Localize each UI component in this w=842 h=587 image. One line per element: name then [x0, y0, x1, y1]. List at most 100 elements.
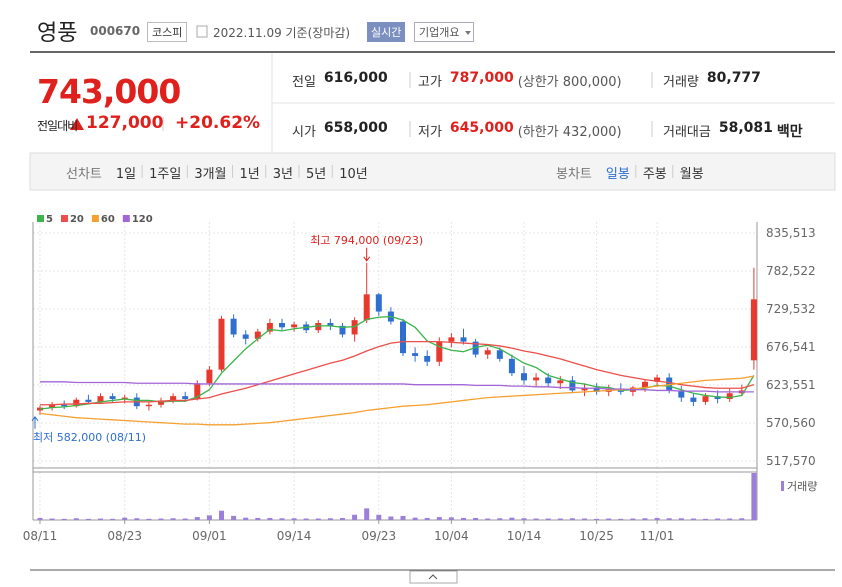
toolbar	[29, 152, 836, 191]
volume-bar	[291, 518, 297, 520]
candle-body	[557, 380, 564, 384]
candle-body	[145, 404, 152, 407]
volume-bar	[606, 518, 612, 520]
volume-bar	[352, 514, 358, 520]
candle-body	[170, 396, 177, 401]
quote-label: 전일	[292, 75, 316, 90]
y-tick-label: 676,541	[766, 340, 816, 354]
x-tick-label: 10/04	[434, 529, 469, 543]
volume-bar	[436, 517, 442, 520]
price: 743,000	[37, 72, 181, 111]
moving-average-line	[40, 341, 755, 406]
legend-swatch	[122, 215, 130, 222]
volume-bar	[279, 518, 285, 520]
candle-body	[472, 341, 479, 355]
volume-bar	[85, 518, 91, 520]
y-tick-label: 835,513	[766, 226, 816, 240]
collapse-button[interactable]	[409, 570, 458, 584]
realtime-button[interactable]: 실시간	[367, 22, 406, 42]
volume-bar	[642, 518, 648, 520]
stock-code: 000670	[90, 24, 141, 38]
candle-period-button[interactable]: 월봉	[679, 167, 704, 182]
candle-body	[581, 387, 588, 391]
candle-body	[266, 323, 273, 332]
candle-period-button[interactable]: 주봉	[642, 167, 667, 182]
candle-body	[49, 404, 56, 408]
quote-value: 787,000	[449, 70, 514, 86]
candle-period-button[interactable]: 일봉	[605, 167, 630, 182]
volume-bar	[267, 517, 273, 520]
volume-bar	[703, 518, 708, 520]
volume-bar	[509, 517, 515, 520]
x-tick-label: 11/01	[640, 529, 675, 543]
volume-bar	[158, 518, 164, 520]
volume-bar	[727, 518, 733, 520]
volume-bar	[569, 518, 575, 520]
quote-value: 645,000	[449, 120, 514, 136]
volume-bar	[448, 517, 454, 520]
volume-bar	[315, 518, 321, 520]
volume-bar	[545, 518, 551, 520]
volume-bar	[533, 518, 539, 520]
volume-bar	[364, 508, 370, 520]
change: 127,000	[86, 113, 164, 133]
candle-body	[593, 387, 600, 392]
period-button[interactable]: 1주일	[149, 167, 182, 182]
volume-bar	[485, 518, 491, 520]
company-info-button[interactable]: 기업개요	[414, 22, 475, 42]
toolbar-label: 선차트	[66, 167, 102, 182]
candle-body	[363, 294, 370, 321]
stock-name: 영풍	[37, 21, 78, 46]
quote-value: 58,081	[718, 120, 773, 136]
period-button[interactable]: 3년	[272, 167, 293, 182]
y-tick-label: 517,570	[766, 454, 816, 468]
legend-swatch	[781, 481, 784, 491]
period-button[interactable]: 1일	[115, 167, 137, 182]
volume-bar	[49, 518, 55, 520]
legend-swatch	[60, 215, 68, 222]
volume-bar	[219, 510, 224, 520]
candle-body	[97, 396, 104, 402]
quote-label: 시가	[292, 125, 316, 140]
volume-bar	[134, 518, 140, 520]
date: 2022.11.09 기준(장마감)	[213, 26, 351, 40]
volume-bar	[666, 518, 672, 520]
legend-label: 60	[101, 214, 115, 225]
candle-body	[109, 396, 116, 400]
candle-body	[642, 381, 648, 388]
quote-label: 거래대금	[663, 125, 711, 140]
moving-average-line	[39, 375, 755, 426]
period-button[interactable]: 3개월	[194, 167, 227, 182]
candle-body	[726, 393, 733, 400]
volume-bar	[231, 515, 237, 520]
legend-label: 5	[46, 214, 53, 225]
volume-bar	[400, 515, 406, 520]
volume-bar	[594, 518, 600, 520]
candle-body	[496, 350, 503, 359]
y-tick-label: 729,532	[766, 302, 816, 316]
legend-label: 20	[70, 214, 84, 225]
low-annotation: 최저 582,000 (08/11)	[33, 431, 146, 444]
volume-bar	[73, 518, 79, 520]
candle-body	[375, 294, 382, 312]
candle-body	[158, 400, 164, 405]
period-button[interactable]: 5년	[306, 167, 327, 182]
period-button[interactable]: 1년	[239, 167, 260, 182]
volume-bar	[206, 515, 212, 520]
dropdown-icon	[465, 31, 471, 35]
candle-body	[424, 355, 431, 362]
quote-label: 거래량	[663, 75, 699, 90]
candle-body	[436, 341, 443, 362]
quote-label: 고가	[418, 75, 442, 90]
collapse-icon	[428, 574, 438, 580]
high-arrow	[363, 247, 371, 262]
volume-bar	[170, 518, 176, 520]
legend-label: 거래량	[787, 480, 817, 493]
period-button[interactable]: 10년	[339, 167, 368, 182]
candle-body	[702, 396, 709, 402]
candle-body	[291, 324, 298, 328]
low-arrow	[31, 415, 39, 429]
candle-body	[85, 399, 92, 402]
